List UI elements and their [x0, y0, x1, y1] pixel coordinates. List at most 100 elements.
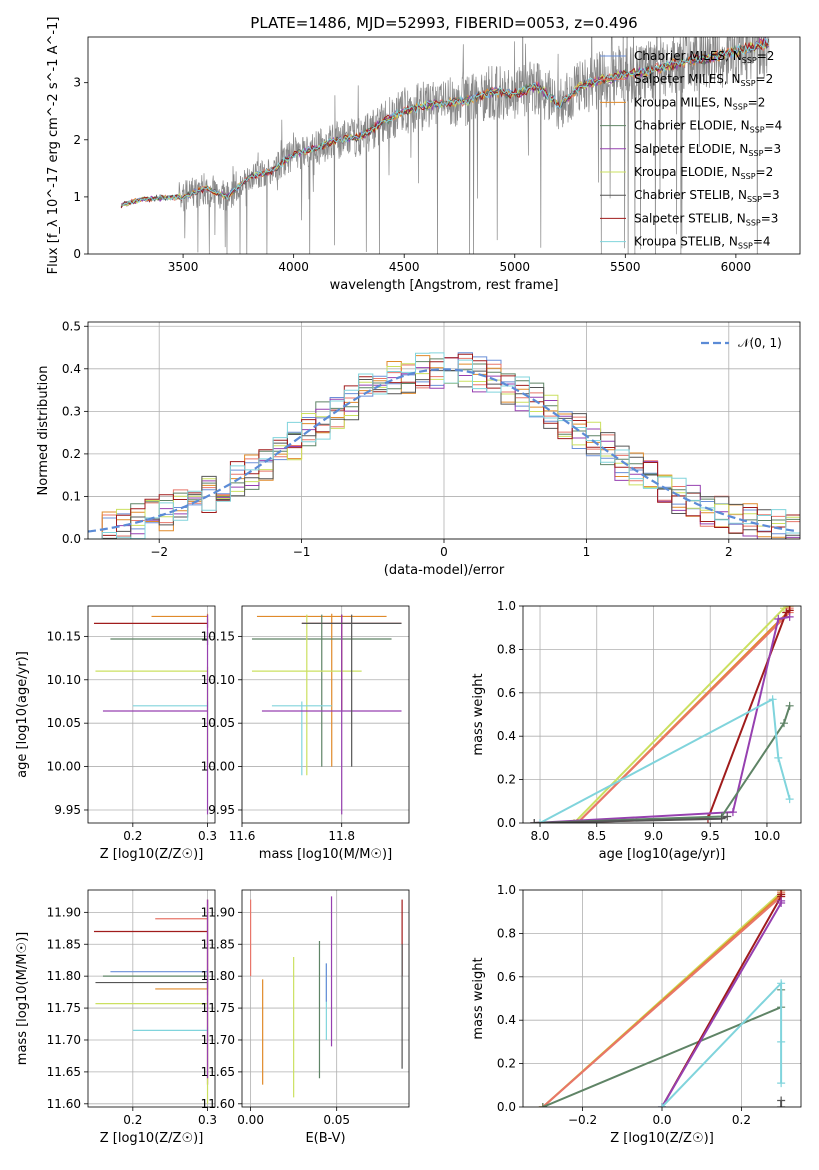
- residuals-plot-area: [88, 352, 800, 539]
- y-tick-label: 10.05: [201, 716, 235, 730]
- y-axis-label: Flux [f_λ 10^-17 erg cm^-2 s^-1 A^-1]: [46, 17, 61, 275]
- cumulative-marker-chabrier_elodie: [785, 701, 794, 710]
- cumulative-marker-chabrier_elodie: [779, 719, 788, 728]
- y-tick-label: 0.8: [497, 642, 516, 656]
- x-tick-label: 0.3: [198, 829, 217, 843]
- y-tick-label: 0.4: [497, 1013, 516, 1027]
- y-tick-label: 10.00: [47, 760, 81, 774]
- x-axis-label: age [log10(age/yr)]: [599, 847, 726, 862]
- cumulative-marker-salpeter_elodie: [774, 615, 783, 624]
- y-tick-label: 11.85: [47, 937, 81, 951]
- x-axis-label: E(B-V): [305, 1131, 345, 1146]
- legend-label-chabrier_stelib: Chabrier STELIB, NSSP=3: [634, 188, 780, 204]
- axes-frame: [241, 889, 410, 1108]
- y-tick-label: 10.15: [201, 629, 235, 643]
- y-axis-label: age [log10(age/yr)]: [15, 651, 30, 778]
- y-tick-label: 10.15: [47, 629, 81, 643]
- cumulative-marker-chabrier_stelib: [530, 819, 539, 823]
- mass-vs-ebv-panel: 0.00 0.05 11.60 11.65 11.70 11.75 11.80 11.85 11…: [201, 889, 410, 1146]
- x-tick-label: 0.05: [323, 1113, 350, 1127]
- axes-frame: [522, 889, 802, 1108]
- cumulative-marker-salpeter_elodie: [777, 896, 786, 905]
- cumulative-marker-kroupa_stelib: [785, 795, 794, 804]
- cumulative-line-salpeter_elodie: [534, 615, 790, 823]
- x-tick-label: 0.2: [123, 829, 142, 843]
- y-tick-label: 0.1: [62, 489, 81, 503]
- y-tick-label: 11.80: [201, 969, 235, 983]
- y-tick-label: 0.2: [62, 447, 81, 461]
- x-tick-label: 11.6: [229, 829, 256, 843]
- cumulative-mass-vs-age-panel: 8.0 8.5 9.0 9.5 10.0 0.0 0.2 0.4 0.6 0.8 1.0 age [l…: [471, 599, 802, 862]
- cumulative-mass-vs-Z-panel: −0.2 0.0 0.2 0.0 0.2 0.4 0.6 0.8 1.0 Z [log10(Z/Z…: [471, 883, 802, 1146]
- y-tick-label: 0: [73, 247, 81, 261]
- y-tick-label: 0.3: [62, 404, 81, 418]
- y-tick-label: 0.4: [497, 729, 516, 743]
- y-tick-label: 0.2: [497, 773, 516, 787]
- cumulative-marker-chabrier_stelib: [717, 814, 726, 823]
- residuals-legend: 𝒩(0, 1): [701, 336, 782, 350]
- spectrum-panel: 3500 4000 4500 5000 5500 6000 0 1 2 3 PLATE=1486, …: [46, 14, 801, 293]
- x-tick-label: 0.2: [123, 1113, 142, 1127]
- x-tick-label: 0: [440, 545, 448, 559]
- y-tick-label: 11.85: [201, 937, 235, 951]
- y-tick-label: 2: [73, 133, 81, 147]
- y-tick-label: 0.4: [62, 362, 81, 376]
- x-tick-label: 0.0: [652, 1113, 671, 1127]
- age-vs-Z-plot-area: [93, 613, 209, 815]
- chart-title: PLATE=1486, MJD=52993, FIBERID=0053, z=0…: [250, 14, 637, 32]
- y-axis-label: mass [log10(M/M☉)]: [15, 932, 30, 1065]
- cumulative-marker-kroupa_stelib: [536, 819, 545, 823]
- cumulative-mass-vs-age-plot-area: [530, 606, 794, 823]
- cumulative-marker-kroupa_stelib: [777, 1037, 786, 1046]
- cumulative-line-kroupa_stelib: [539, 697, 791, 823]
- x-tick-label: 9.5: [701, 829, 720, 843]
- legend-label-kroupa_miles: Kroupa MILES, NSSP=2: [634, 95, 765, 111]
- y-tick-label: 11.60: [47, 1097, 81, 1111]
- age-vs-mass-panel: 11.6 11.8 9.95 10.00 10.05 10.10 10.15 mass [lo…: [201, 605, 410, 862]
- age-vs-Z-panel: 0.2 0.3 9.95 10.00 10.05 10.10 10.15 Z [log10(Z…: [15, 605, 217, 862]
- residuals-panel: −2 −1 0 1 2 0.0 0.1 0.2 0.3 0.4 0.5 (data-model)/er…: [36, 319, 801, 578]
- axes-frame: [241, 605, 410, 824]
- x-axis-label: wavelength [Angstrom, rest frame]: [330, 278, 559, 293]
- y-tick-label: 1: [73, 190, 81, 204]
- legend-label-kroupa_elodie: Kroupa ELODIE, NSSP=2: [634, 165, 773, 181]
- age-vs-mass-plot-area: [251, 613, 402, 815]
- x-tick-label: 1: [583, 545, 591, 559]
- y-tick-label: 10.05: [47, 716, 81, 730]
- x-tick-label: 10.0: [754, 829, 781, 843]
- x-tick-label: 5500: [610, 260, 641, 274]
- y-tick-label: 0.2: [497, 1057, 516, 1071]
- x-tick-label: 0.2: [732, 1113, 751, 1127]
- x-tick-label: 8.0: [530, 829, 549, 843]
- histogram-kroupa_stelib: [88, 352, 800, 539]
- x-axis-label: Z [log10(Z/Z☉)]: [100, 1131, 204, 1146]
- mass-vs-Z-plot-area: [93, 899, 209, 1104]
- mass-vs-Z-panel: 0.2 0.3 11.60 11.65 11.70 11.75 11.80 11.85 11.9…: [15, 889, 217, 1146]
- cumulative-marker-salpeter_elodie: [728, 808, 737, 817]
- y-tick-label: 0.6: [497, 686, 516, 700]
- axes-frame: [87, 605, 216, 824]
- y-tick-label: 0.5: [62, 319, 81, 333]
- cumulative-line-chabrier_elodie: [534, 705, 791, 823]
- y-tick-label: 9.95: [208, 803, 235, 817]
- y-tick-label: 1.0: [497, 883, 516, 897]
- x-axis-label: mass [log10(M/M☉)]: [259, 847, 392, 862]
- y-tick-label: 1.0: [497, 599, 516, 613]
- y-tick-label: 0.0: [497, 1100, 516, 1114]
- cumulative-marker-chabrier_elodie: [538, 1103, 547, 1107]
- y-axis-label: mass weight: [471, 673, 486, 755]
- y-tick-label: 11.75: [201, 1001, 235, 1015]
- cumulative-marker-kroupa_stelib: [777, 979, 786, 988]
- x-tick-label: 4500: [389, 260, 420, 274]
- y-tick-label: 11.70: [47, 1033, 81, 1047]
- y-tick-label: 10.10: [201, 673, 235, 687]
- spectrum-plot-area: [120, 37, 770, 254]
- cumulative-marker-kroupa_stelib: [768, 695, 777, 704]
- y-tick-label: 11.90: [47, 905, 81, 919]
- x-tick-label: −0.2: [568, 1113, 597, 1127]
- y-tick-label: 0.8: [497, 926, 516, 940]
- x-tick-label: −2: [150, 545, 168, 559]
- y-tick-label: 9.95: [54, 803, 81, 817]
- legend-label-chabrier_elodie: Chabrier ELODIE, NSSP=4: [634, 119, 782, 135]
